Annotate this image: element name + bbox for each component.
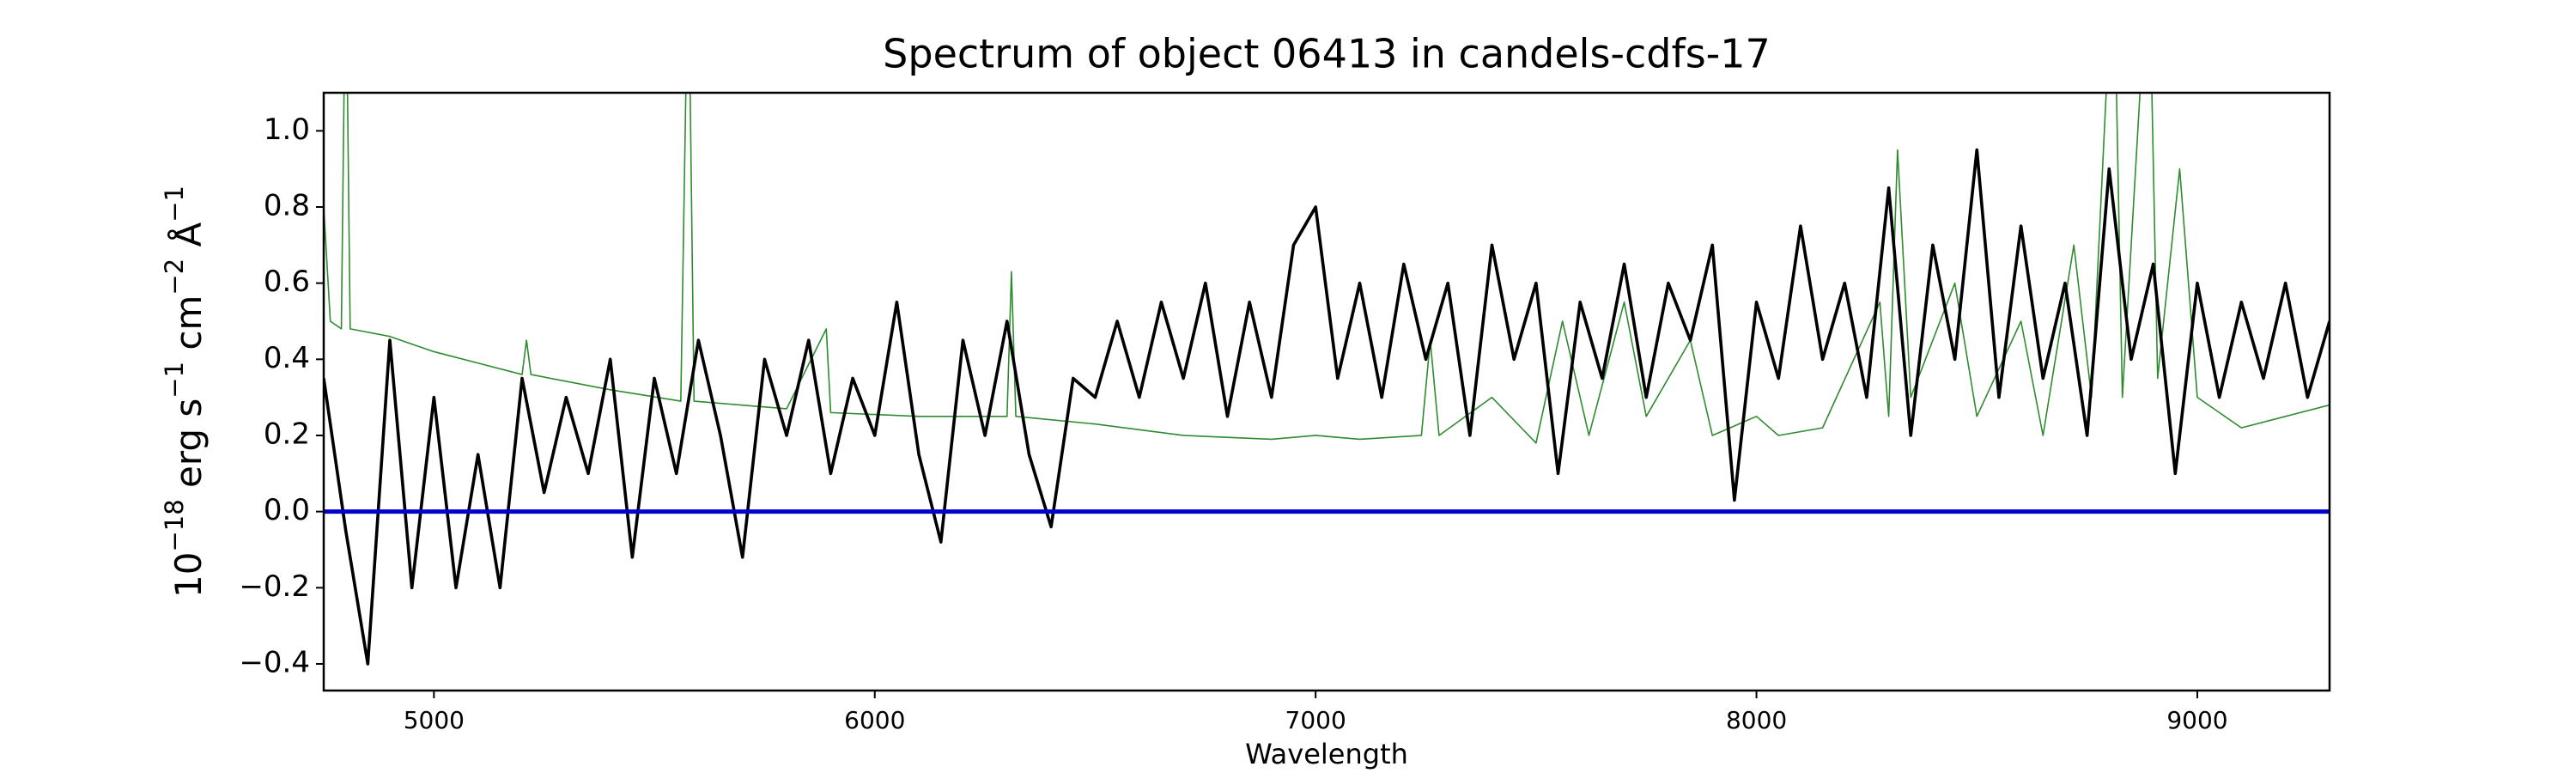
y-axis-label-part: cm (167, 295, 210, 362)
x-tick-label: 8000 (1726, 706, 1787, 734)
x-tick-label: 9000 (2166, 706, 2227, 734)
y-tick-label: 0.4 (264, 341, 310, 375)
y-axis-label-part: −1 (160, 362, 189, 399)
chart-title: Spectrum of object 06413 in candels-cdfs… (883, 31, 1771, 77)
y-tick-label: −0.2 (239, 569, 310, 604)
y-tick-label: 1.0 (264, 113, 310, 147)
spectrum-line (324, 148, 2330, 666)
y-axis-label-part: −1 (160, 186, 189, 222)
y-tick-label: 0.0 (264, 493, 310, 527)
y-tick-label: 0.8 (264, 188, 310, 222)
y-axis-label-part: −2 (160, 259, 189, 295)
plot-area (324, 93, 2330, 666)
x-axis-label: Wavelength (1245, 738, 1408, 770)
y-axis-label-part: erg s (167, 399, 210, 500)
y-axis-label-part: 10 (167, 552, 210, 598)
x-tick-label: 7000 (1285, 706, 1346, 734)
x-tick-label: 6000 (844, 706, 905, 734)
y-tick-label: 0.6 (264, 265, 310, 299)
spectrum-line (324, 93, 2330, 444)
y-axis-label-part: Å (167, 222, 210, 259)
y-tick-label: 0.2 (264, 417, 310, 451)
y-axis-label: 10−18 erg s−1 cm−2 Å−1 (160, 186, 210, 598)
y-axis-label-part: −18 (160, 499, 189, 551)
x-tick-label: 5000 (404, 706, 465, 734)
y-tick-label: −0.4 (239, 645, 310, 679)
plot-frame (322, 91, 2331, 692)
